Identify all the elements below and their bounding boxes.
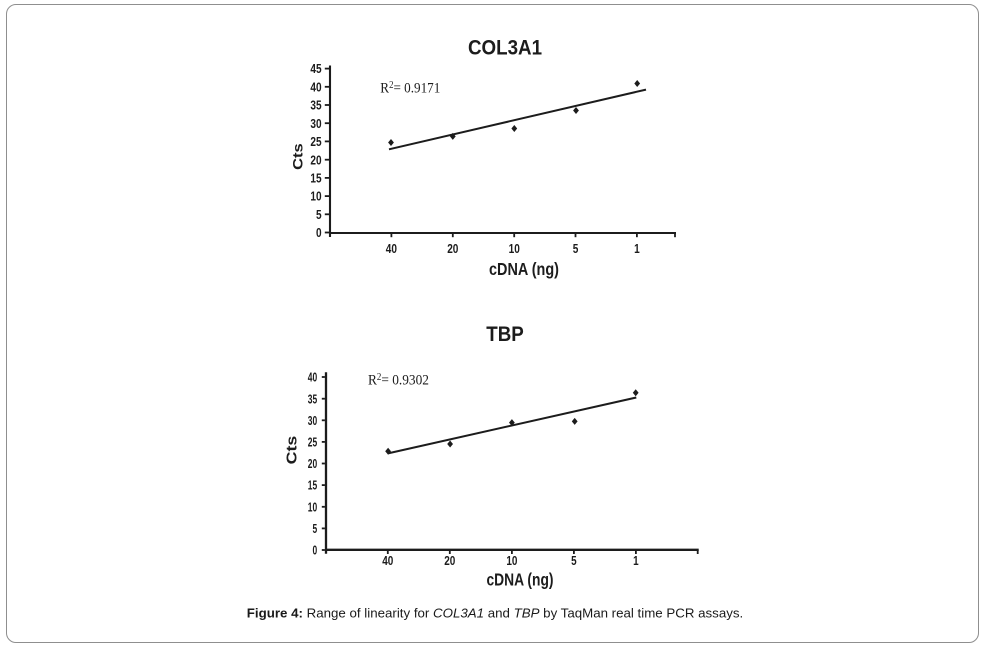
svg-text:30: 30 [308, 414, 317, 428]
svg-text:TBP: TBP [486, 322, 524, 346]
svg-text:R2= 0.9302: R2= 0.9302 [368, 372, 429, 388]
svg-text:Cts: Cts [284, 436, 300, 465]
svg-text:20: 20 [447, 241, 458, 256]
svg-text:5: 5 [313, 522, 318, 536]
svg-text:25: 25 [308, 436, 317, 450]
svg-text:0: 0 [313, 544, 318, 558]
svg-text:1: 1 [634, 241, 640, 256]
svg-text:40: 40 [382, 553, 393, 568]
svg-text:40: 40 [308, 371, 317, 385]
svg-text:20: 20 [310, 152, 321, 167]
svg-text:cDNA (ng): cDNA (ng) [489, 259, 559, 279]
svg-text:40: 40 [386, 241, 397, 256]
svg-text:20: 20 [444, 553, 455, 568]
svg-text:10: 10 [308, 500, 317, 514]
svg-text:cDNA (ng): cDNA (ng) [487, 570, 554, 590]
svg-text:5: 5 [316, 207, 322, 222]
svg-text:45: 45 [310, 61, 321, 76]
svg-text:10: 10 [506, 553, 517, 568]
svg-text:5: 5 [573, 241, 579, 256]
svg-text:15: 15 [310, 171, 321, 186]
svg-text:20: 20 [308, 457, 317, 471]
svg-text:35: 35 [310, 98, 321, 113]
svg-text:5: 5 [571, 553, 577, 568]
svg-text:10: 10 [310, 189, 321, 204]
svg-text:30: 30 [310, 116, 321, 131]
svg-text:0: 0 [316, 225, 322, 240]
svg-text:COL3A1: COL3A1 [468, 36, 542, 60]
svg-text:10: 10 [509, 241, 520, 256]
svg-text:40: 40 [310, 79, 321, 94]
svg-text:R2= 0.9171: R2= 0.9171 [380, 80, 440, 96]
svg-text:1: 1 [633, 553, 639, 568]
svg-text:25: 25 [310, 134, 321, 149]
svg-text:Figure 4: Range of linearity: Figure 4: Range of linearity for COL3A1 … [247, 606, 743, 621]
svg-text:Cts: Cts [291, 143, 306, 170]
svg-text:35: 35 [308, 392, 317, 406]
svg-text:15: 15 [308, 479, 317, 493]
